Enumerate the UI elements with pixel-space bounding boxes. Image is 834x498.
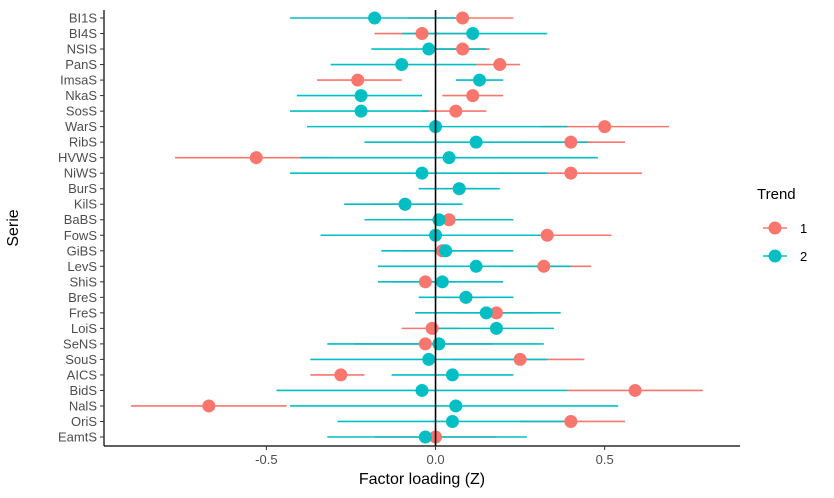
point-trend-1-bi1s xyxy=(456,11,470,25)
point-trend-1-babs xyxy=(442,213,456,227)
y-tick-label-niws: NiWS xyxy=(64,166,98,181)
legend-label-trend-1: 1 xyxy=(800,221,807,236)
y-tick-label-babs: BaBS xyxy=(64,212,98,227)
point-trend-2-gibs xyxy=(439,244,453,258)
y-tick-label-imsas: ImsaS xyxy=(60,73,97,88)
x-tick-label: 0.0 xyxy=(426,452,444,467)
y-tick-label-lois: LoiS xyxy=(71,321,97,336)
y-tick-label-aics: AICS xyxy=(67,367,98,382)
point-trend-1-shis xyxy=(418,275,432,289)
point-trend-2-eamts xyxy=(418,430,432,444)
point-trend-1-fows xyxy=(540,228,554,242)
legend-title: Trend xyxy=(757,186,796,203)
legend: Trend 1 2 xyxy=(757,186,807,264)
y-tick-label-fows: FowS xyxy=(64,228,98,243)
point-trend-1-nsis xyxy=(456,42,470,56)
point-trend-1-nals xyxy=(202,399,216,413)
point-trend-1-oris xyxy=(564,414,578,428)
point-trend-1-bids xyxy=(628,383,642,397)
legend-key-point xyxy=(768,221,782,235)
y-tick-label-hvws: HVWS xyxy=(58,150,97,165)
point-trend-1-sous xyxy=(513,352,527,366)
point-trend-2-pans xyxy=(395,58,409,72)
point-trend-2-sous xyxy=(422,352,436,366)
point-trend-2-bids xyxy=(415,383,429,397)
point-trend-2-bres xyxy=(459,290,473,304)
point-trend-1-sens xyxy=(418,337,432,351)
y-tick-label-shis: ShiS xyxy=(70,274,98,289)
y-tick-label-kils: KilS xyxy=(74,197,97,212)
y-tick-label-levs: LevS xyxy=(67,259,97,274)
x-axis-ticks: -0.5 0.0 0.5 xyxy=(255,446,614,467)
point-trend-1-fres xyxy=(489,306,503,320)
point-trend-2-ribs xyxy=(469,135,483,149)
point-trend-1-aics xyxy=(334,368,348,382)
point-trend-1-nkas xyxy=(466,89,480,103)
point-trend-2-lois xyxy=(489,321,503,335)
point-trend-2-shis xyxy=(435,275,449,289)
point-trend-2-fres xyxy=(479,306,493,320)
y-tick-label-bi4s: BI4S xyxy=(69,26,98,41)
point-trend-1-ribs xyxy=(564,135,578,149)
point-trend-2-kils xyxy=(398,197,412,211)
y-axis-title: Serie xyxy=(5,209,22,246)
point-trend-1-levs xyxy=(537,259,551,273)
point-trend-1-bi4s xyxy=(415,27,429,41)
point-trend-2-burs xyxy=(452,182,466,196)
point-trend-2-imsas xyxy=(473,73,487,87)
y-tick-label-eamts: EamtS xyxy=(58,430,97,445)
y-tick-label-oris: OriS xyxy=(71,414,97,429)
point-trend-1-niws xyxy=(564,166,578,180)
point-trend-1-wars xyxy=(598,120,612,134)
legend-key-point xyxy=(768,249,782,263)
point-trend-1-imsas xyxy=(351,73,365,87)
point-trend-2-nkas xyxy=(354,89,368,103)
point-trend-1-pans xyxy=(493,58,507,72)
y-axis-ticks: BI1SBI4SNSISPanSImsaSNkaSSosSWarSRibSHVW… xyxy=(58,11,104,445)
x-tick-label: -0.5 xyxy=(255,452,277,467)
point-trend-1-lois xyxy=(425,321,439,335)
point-trend-2-nsis xyxy=(422,42,436,56)
y-tick-label-gibs: GiBS xyxy=(67,243,98,258)
point-estimates xyxy=(202,11,642,444)
y-tick-label-sens: SeNS xyxy=(63,336,97,351)
y-tick-label-bres: BreS xyxy=(68,290,97,305)
legend-key-trend-2 xyxy=(763,249,787,263)
y-tick-label-bi1s: BI1S xyxy=(69,11,98,26)
point-trend-2-bi1s xyxy=(368,11,382,25)
y-tick-label-soss: SosS xyxy=(66,104,97,119)
y-tick-label-pans: PanS xyxy=(65,57,97,72)
y-tick-label-nkas: NkaS xyxy=(65,88,97,103)
y-tick-label-nals: NalS xyxy=(69,398,98,413)
point-trend-1-hvws xyxy=(249,151,263,165)
y-tick-label-fres: FreS xyxy=(69,305,98,320)
x-tick-label: 0.5 xyxy=(596,452,614,467)
point-trend-2-babs xyxy=(432,213,446,227)
x-axis-title: Factor loading (Z) xyxy=(359,471,485,488)
y-tick-label-bids: BidS xyxy=(70,383,98,398)
y-tick-label-ribs: RibS xyxy=(69,135,98,150)
point-trend-2-oris xyxy=(445,414,459,428)
point-trend-2-sens xyxy=(432,337,446,351)
point-trend-1-soss xyxy=(449,104,463,118)
y-tick-label-nsis: NSIS xyxy=(67,42,98,57)
y-tick-label-sous: SouS xyxy=(65,352,97,367)
confidence-intervals xyxy=(131,17,703,438)
point-trend-2-hvws xyxy=(442,151,456,165)
legend-label-trend-2: 2 xyxy=(800,249,807,264)
point-trend-2-aics xyxy=(445,368,459,382)
y-tick-label-burs: BurS xyxy=(68,181,97,196)
point-trend-2-soss xyxy=(354,104,368,118)
y-tick-label-wars: WarS xyxy=(65,119,97,134)
point-trend-2-levs xyxy=(469,259,483,273)
legend-key-trend-1 xyxy=(763,221,787,235)
point-trend-2-bi4s xyxy=(466,27,480,41)
point-trend-2-nals xyxy=(449,399,463,413)
point-trend-2-niws xyxy=(415,166,429,180)
